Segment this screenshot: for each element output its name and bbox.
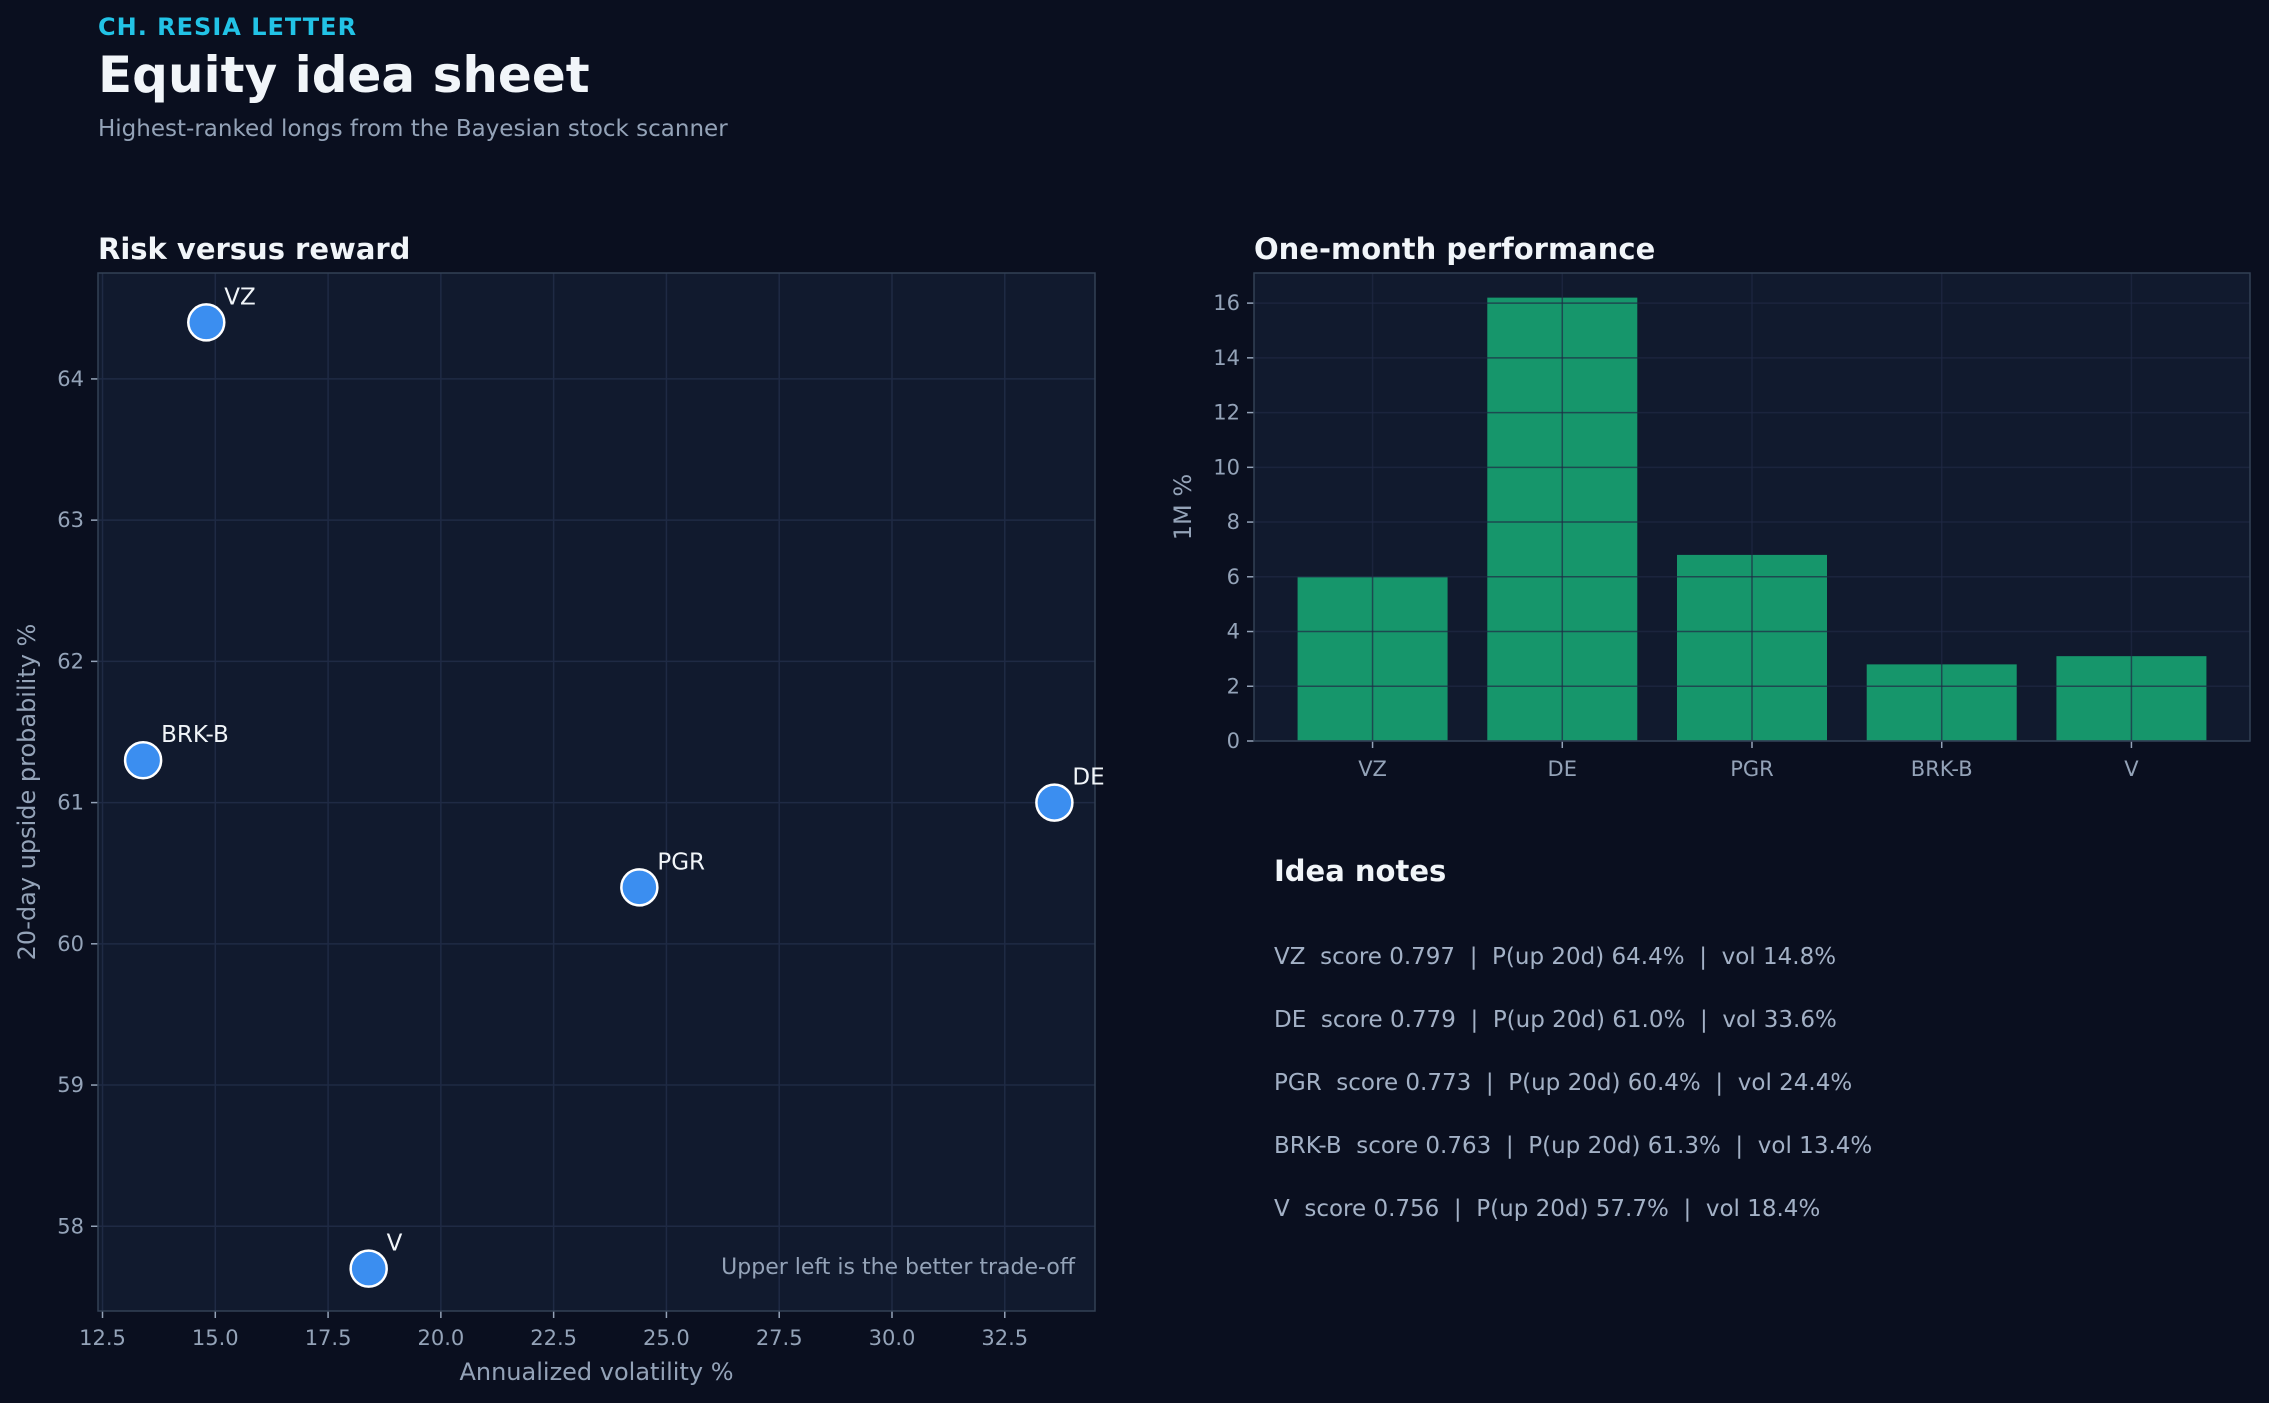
note-item: DE score 0.779 | P(up 20d) 61.0% | vol 3… (1274, 1007, 1837, 1033)
scatter-annotation: Upper left is the better trade-off (721, 1255, 1076, 1280)
scatter-point (620, 868, 659, 907)
bar-category-label: BRK-B (1911, 757, 1973, 781)
scatter-tick-label-x: 17.5 (305, 1326, 352, 1350)
scatter-tick-label-x: 15.0 (192, 1326, 239, 1350)
scatter-point-label: BRK-B (161, 722, 229, 748)
bar-tick-label-y: 10 (1213, 455, 1240, 479)
scatter-point (349, 1249, 388, 1288)
scatter-title: Risk versus reward (98, 232, 411, 266)
scatter-point (1035, 783, 1074, 822)
bar-tick-label-y: 14 (1213, 346, 1240, 370)
scatter-point-label: V (387, 1231, 403, 1257)
scatter-tick-label-x: 25.0 (643, 1326, 690, 1350)
bar-tick-label-y: 2 (1227, 674, 1240, 698)
scatter-tick-label-x: 27.5 (756, 1326, 803, 1350)
notes-title: Idea notes (1274, 854, 1447, 888)
bar-tick-label-y: 16 (1213, 291, 1240, 315)
bar-tick-label-y: 8 (1227, 510, 1240, 534)
scatter-tick-label-y: 62 (57, 649, 84, 673)
scatter-tick-label-y: 63 (57, 508, 84, 532)
scatter-tick-label-x: 12.5 (79, 1326, 126, 1350)
scatter-point (123, 740, 163, 780)
bar-frame (1253, 272, 2251, 742)
scatter-tick-label-y: 60 (57, 932, 84, 956)
scatter-tick-label-y: 59 (57, 1073, 84, 1097)
scatter-tick-label-x: 22.5 (530, 1326, 577, 1350)
scatter-point-label: DE (1072, 765, 1104, 791)
scatter-y-axis-label: 20-day upside probability % (13, 624, 41, 961)
page-subtitle: Highest-ranked longs from the Bayesian s… (98, 116, 728, 142)
scatter-tick-label-x: 20.0 (417, 1326, 464, 1350)
bar-y-axis-label: 1M % (1169, 474, 1197, 540)
scatter-frame (97, 272, 1096, 1312)
scatter-tick-label-y: 61 (57, 791, 84, 815)
scatter-point-label: PGR (657, 849, 705, 875)
bar-category-label: DE (1548, 757, 1577, 781)
bar-tick-label-y: 4 (1227, 620, 1240, 644)
note-item: VZ score 0.797 | P(up 20d) 64.4% | vol 1… (1274, 944, 1837, 970)
scatter-point (187, 303, 226, 342)
publication-kicker: CH. RESIA LETTER (98, 13, 358, 41)
note-item: V score 0.756 | P(up 20d) 57.7% | vol 18… (1274, 1196, 1821, 1222)
scatter-plot-area (98, 273, 1095, 1311)
scatter-tick-label-x: 32.5 (981, 1326, 1028, 1350)
bar-category-label: V (2124, 757, 2139, 781)
scatter-point-label: VZ (224, 284, 256, 310)
scatter-x-axis-label: Annualized volatility % (459, 1358, 733, 1386)
scatter-tick-label-y: 58 (57, 1214, 84, 1238)
page-title: Equity idea sheet (98, 46, 590, 104)
bar-tick-label-y: 0 (1227, 729, 1240, 753)
bar-tick-label-y: 6 (1227, 565, 1240, 589)
bar-tick-label-y: 12 (1213, 401, 1240, 425)
bar-title: One-month performance (1254, 232, 1656, 266)
bar-category-label: PGR (1730, 757, 1774, 781)
note-item: PGR score 0.773 | P(up 20d) 60.4% | vol … (1274, 1070, 1853, 1096)
scatter-tick-label-y: 64 (57, 367, 84, 391)
bar-category-label: VZ (1358, 757, 1387, 781)
scatter-tick-label-x: 30.0 (869, 1326, 916, 1350)
note-item: BRK-B score 0.763 | P(up 20d) 61.3% | vo… (1274, 1133, 1873, 1159)
